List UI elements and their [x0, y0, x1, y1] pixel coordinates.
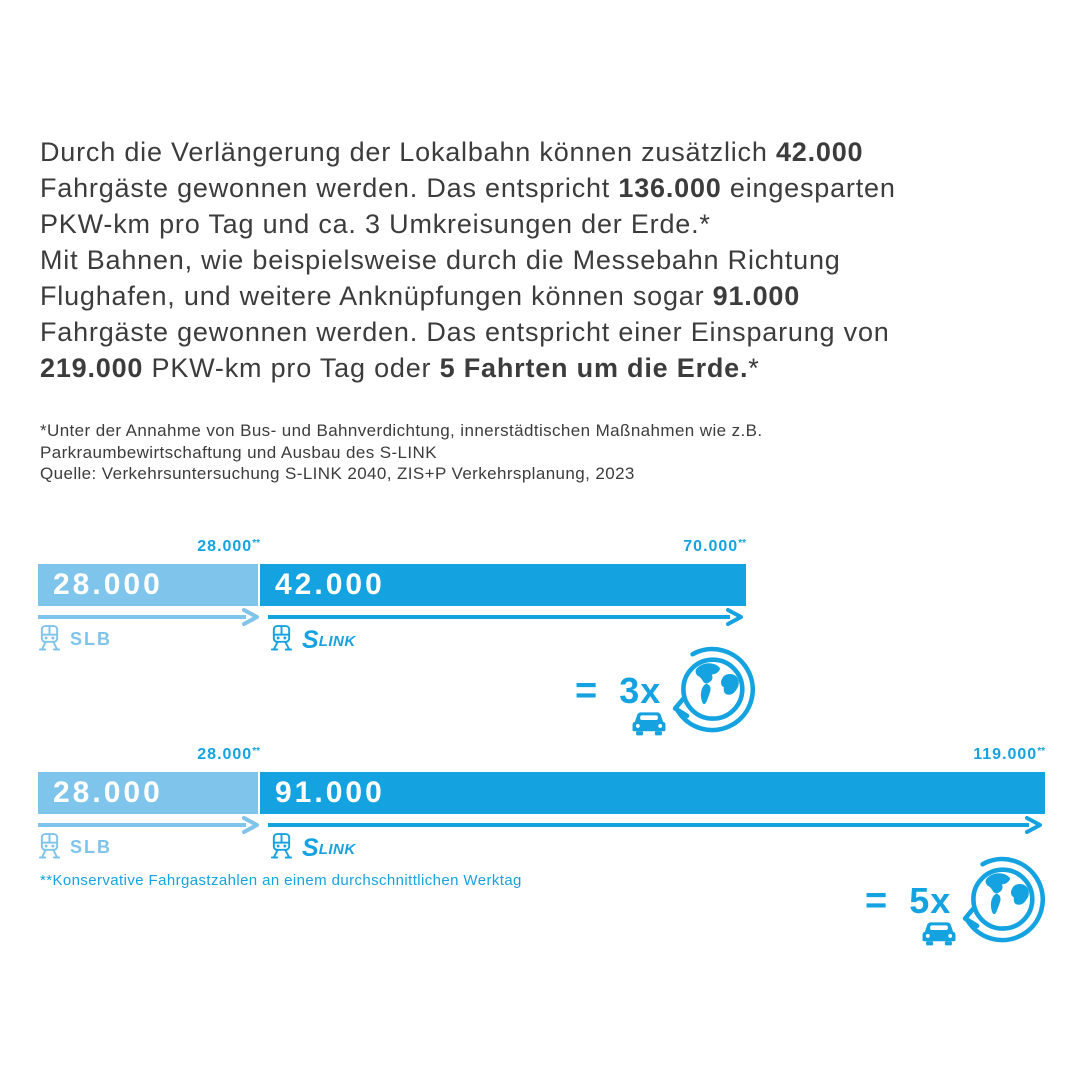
bar-label-grand-total: 119.000** — [973, 746, 1045, 763]
intro-text: Durch die Verlängerung der Lokalbahn kön… — [40, 137, 896, 383]
train-icon — [270, 833, 293, 859]
legend-slb-label: SLB — [70, 837, 112, 857]
segment-value: 28.000 — [53, 776, 163, 809]
slb-range-arrow-icon — [38, 608, 262, 626]
bar-chart-lokalbahn: 28.000** 70.000** 28.000 42.000 — [38, 538, 746, 663]
footnote-line: Parkraumbewirtschaftung und Ausbau des S… — [40, 442, 437, 462]
stacked-bar: 28.000 42.000 — [38, 564, 746, 606]
car-icon — [632, 712, 666, 736]
earth-icon — [963, 856, 1046, 943]
legend-slink: S LINK — [270, 624, 356, 654]
slink-logo-s: S — [302, 834, 319, 862]
segment-value: 28.000 — [53, 568, 163, 601]
bar-segment-slink: 42.000 — [260, 564, 746, 606]
footnote-line: Quelle: Verkehrsuntersuchung S-LINK 2040… — [40, 464, 635, 483]
stacked-bar: 28.000 91.000 — [38, 772, 1045, 814]
orbit-arrow — [964, 856, 1046, 943]
bar-segment-slink: 91.000 — [260, 772, 1045, 814]
earth-icon — [673, 646, 756, 733]
bar-label-grand-total: 70.000** — [683, 538, 746, 555]
multiplier-label: 3x — [619, 670, 662, 711]
slink-range-arrow-icon — [268, 816, 1045, 834]
bar-segment-slb: 28.000 — [38, 564, 258, 606]
earth-equivalence-3x: = 3x — [575, 645, 757, 737]
source-footnote: *Unter der Annahme von Bus- und Bahnverd… — [40, 420, 940, 485]
legend-slb-label: SLB — [70, 629, 112, 649]
slink-range-arrow-icon — [268, 608, 746, 626]
slb-range-arrow-icon — [38, 816, 262, 834]
legend-slink: S LINK — [270, 832, 356, 862]
bar-label-slb-total: 28.000** — [197, 538, 260, 555]
slink-logo-link: LINK — [318, 633, 356, 650]
equals-sign: = — [575, 669, 598, 712]
orbit-arrow — [674, 646, 756, 733]
segment-value: 42.000 — [275, 568, 385, 601]
train-icon — [38, 625, 61, 651]
car-icon — [922, 922, 956, 946]
equals-sign: = — [865, 879, 888, 922]
slink-logo-link: LINK — [318, 841, 356, 858]
bar-segment-slb: 28.000 — [38, 772, 258, 814]
slink-logo: S LINK — [302, 834, 356, 862]
chart-footnote: **Konservative Fahrgastzahlen an einem d… — [40, 872, 522, 889]
multiplier-label: 5x — [909, 880, 952, 921]
segment-value: 91.000 — [275, 776, 385, 809]
earth-equivalence-5x: = 5x — [865, 855, 1047, 947]
legend-slb: SLB — [38, 624, 112, 652]
train-icon — [38, 833, 61, 859]
footnote-line: *Unter der Annahme von Bus- und Bahnverd… — [40, 421, 763, 440]
train-icon — [270, 625, 293, 651]
bar-label-slb-total: 28.000** — [197, 746, 260, 763]
slink-logo-s: S — [302, 626, 319, 654]
slink-logo: S LINK — [302, 626, 356, 654]
bar-chart-slink-extended: 28.000** 119.000** 28.000 91.000 — [38, 746, 1045, 871]
legend-slb: SLB — [38, 832, 112, 860]
